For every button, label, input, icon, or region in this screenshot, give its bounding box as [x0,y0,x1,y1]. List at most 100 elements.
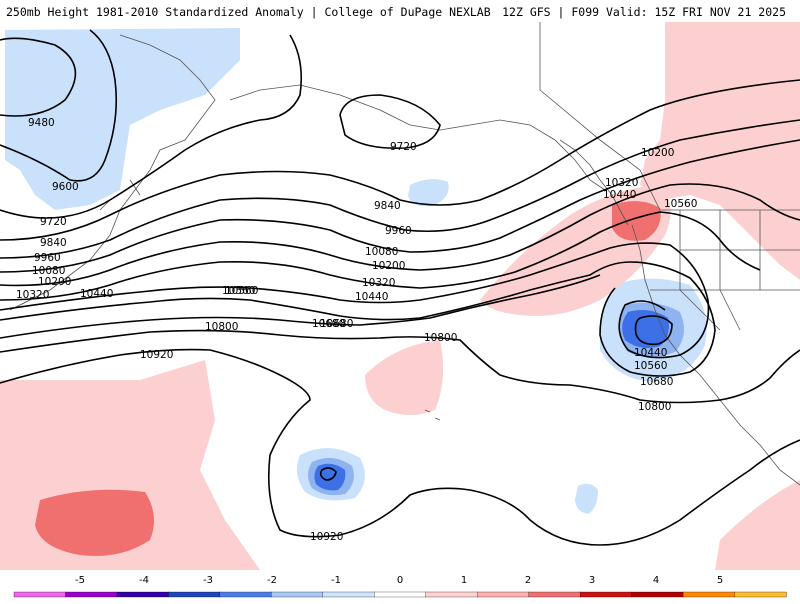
contour-label: 9720 [40,216,67,228]
negative-anomaly-subtropical [575,483,598,514]
contour-label: 9960 [34,252,61,264]
contour-california-closed-low [634,315,673,346]
contour-label: 10560 [225,285,258,297]
contour-label: 10440 [80,288,113,300]
colorbar-swatch [477,591,530,598]
contour-label: 10200 [641,147,674,159]
colorbar-tick-label: 5 [717,575,723,586]
contour-label: 10320 [16,289,49,301]
coastlines [9,22,800,486]
colorbar-swatch [271,591,324,598]
colorbar-swatch [374,591,427,598]
contour-label: 10200 [372,260,405,272]
colorbar-swatch [13,591,67,598]
contour-label: 10080 [32,265,65,277]
colorbar-tick-label: 4 [653,575,659,586]
contour-label: 9480 [28,117,55,129]
contour-label: 9600 [52,181,79,193]
contour-label: 10800 [638,401,671,413]
contour-label: 10560 [222,285,255,297]
contour-label: 10200 [38,276,71,288]
contour-9840 [0,79,800,241]
contour-label: 10440 [603,189,636,201]
positive-anomaly-west-pacific-core [35,489,154,556]
negative-anomaly-alaska [5,28,240,210]
contour-label: 9720 [390,141,417,153]
contour-label: 10920 [310,531,343,543]
colorbar-tick-label: -2 [267,575,277,586]
contour-label: 10920 [140,349,173,361]
contour-9600 [0,29,117,182]
colorbar-swatch [631,591,684,598]
map-svg: 9480 9600 9720 9840 9960 10080 10200 103… [0,22,800,570]
contour-label: 10680 [312,318,345,330]
colorbar-swatches [13,591,787,598]
colorbar-tick-label: -5 [75,575,85,586]
contour-9480 [0,37,77,117]
colorbar-tick-label: -4 [139,575,149,586]
colorbar-tick-label: 1 [461,575,467,586]
contour-label: 10440 [634,347,667,359]
positive-anomaly-central-pacific [365,340,444,415]
contour-10920 [0,348,800,546]
anomaly-shading [0,22,800,570]
colorbar-svg: -5 -4 -3 -2 -1 0 1 2 3 4 5 [13,575,787,598]
colorbar-swatch [528,591,581,598]
colorbar-swatch [65,591,118,598]
colorbar-swatch [168,591,221,598]
colorbar: -5 -4 -3 -2 -1 0 1 2 3 4 5 [0,570,800,600]
colorbar-swatch [579,591,633,598]
contour-label: 10680 [320,318,353,330]
colorbar-tick-label: 2 [525,575,531,586]
positive-anomaly-southeast [715,480,800,570]
contour-label: 10440 [355,291,388,303]
contour-10320 [0,211,761,301]
contour-label: 10560 [664,198,697,210]
contour-9720-east [339,94,441,150]
contour-label: 10320 [362,277,395,289]
height-contours [0,29,800,546]
contour-9960 [0,119,800,259]
colorbar-tick-label: -3 [203,575,213,586]
contour-10800 [0,329,800,404]
colorbar-tick-label: 0 [397,575,403,586]
colorbar-swatch [425,591,478,598]
contour-label: 10800 [424,332,457,344]
contour-label: 10320 [605,177,638,189]
positive-anomaly-northeast-pacific-core [612,201,661,241]
alaska-coast [9,34,216,311]
colorbar-swatch [682,591,736,598]
negative-anomaly-california-deep [622,310,669,348]
negative-anomaly-gulf-alaska [408,179,449,207]
colorbar-swatch [219,591,272,598]
colorbar-swatch [734,591,787,598]
contour-10680 [0,274,601,339]
contour-10200 [0,183,800,287]
contour-label: 9960 [385,225,412,237]
colorbar-swatch [116,591,170,598]
contour-labels: 9480 9600 9720 9840 9960 10080 10200 103… [16,117,697,543]
colorbar-tick-label: -1 [331,575,341,586]
colorbar-tick-label: 3 [589,575,595,586]
colorbar-swatch [322,591,375,598]
colorbar-ticks: -5 -4 -3 -2 -1 0 1 2 3 4 5 [75,575,723,586]
state-borders [650,210,800,331]
contour-pacific-closed-low [319,467,337,481]
contour-10080 [0,139,800,273]
contour-label: 10680 [640,376,673,388]
map-area: 9480 9600 9720 9840 9960 10080 10200 103… [0,22,800,570]
contour-10440 [0,242,710,359]
contour-label: 9840 [40,237,67,249]
contour-label: 10800 [205,321,238,333]
contour-9720-west [0,34,303,219]
aleutians [19,179,141,306]
header-bar: 250mb Height 1981-2010 Standardized Anom… [0,0,800,22]
map-title: 250mb Height 1981-2010 Standardized Anom… [6,5,491,19]
hawaii [424,409,441,421]
model-valid-time: 12Z GFS | F099 Valid: 15Z FRI NOV 21 202… [502,5,786,19]
contour-label: 9840 [374,200,401,212]
gulf-alaska-coast [229,84,606,191]
contour-label: 10080 [365,246,398,258]
contour-label: 10560 [634,360,667,372]
